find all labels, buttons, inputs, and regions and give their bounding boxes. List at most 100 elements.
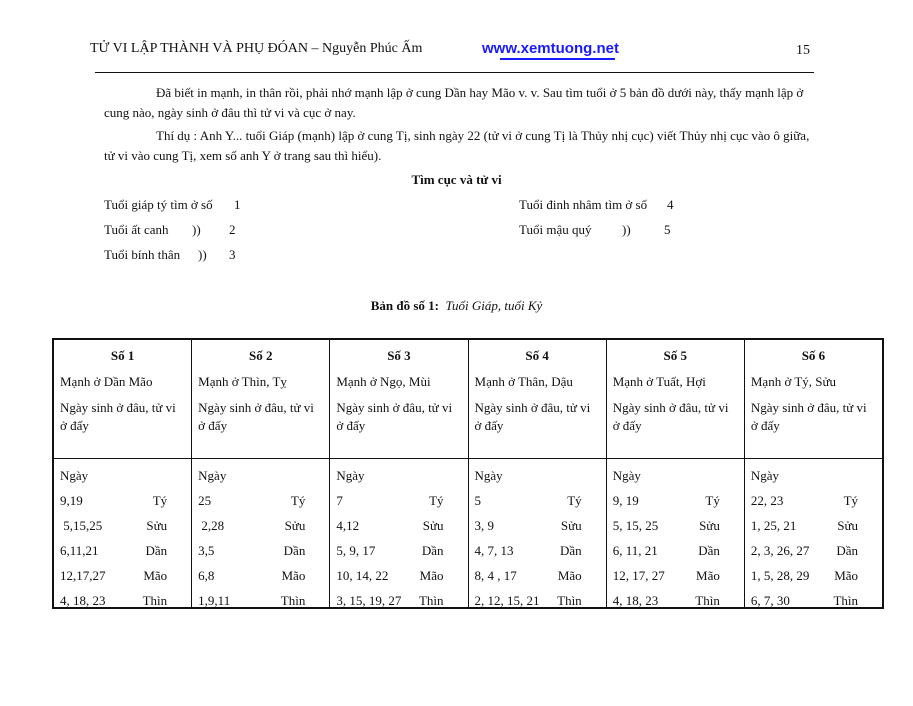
column-header: Số 3 Mạnh ở Ngọ, Mùi Ngày sinh ở đâu, tử v… — [330, 340, 468, 459]
tuoi-number: 2 — [229, 222, 236, 237]
day-values: 5, 15, 25 — [612, 518, 659, 533]
tuoi-label: Tuổi mậu quý — [519, 222, 592, 237]
day-values: 5 — [474, 493, 482, 508]
birth-note: Ngày sinh ở đâu, tử vi ở đấy — [612, 400, 729, 433]
map-title: Bản đồ số 1: Tuổi Giáp, tuổi Kỷ — [0, 298, 913, 314]
day-values: 4,12 — [336, 518, 360, 533]
day-values: 8, 4 , 17 — [474, 568, 517, 583]
branch-label: Tý — [152, 493, 168, 508]
birth-note: Ngày sinh ở đâu, tử vi ở đấy — [60, 400, 176, 433]
ditto-mark: )) — [622, 222, 631, 237]
branch-label: Tý — [429, 493, 444, 508]
branch-label: Sửu — [284, 518, 306, 533]
day-values: 2, 12, 15, 21 — [474, 593, 540, 608]
day-values: 1, 25, 21 — [750, 518, 797, 533]
column-header: Số 6 Mạnh ở Tý, Sửu Ngày sinh ở đâu, tử vi… — [744, 340, 883, 459]
branch-label: Tý — [705, 493, 720, 508]
column-title: Số 6 — [801, 348, 826, 363]
tuoi-number: 1 — [234, 197, 241, 212]
column-header: Số 2 Mạnh ở Thìn, Tỵ Ngày sinh ở đâu, tử v… — [192, 340, 330, 459]
day-values: 3, 15, 19, 27 — [336, 593, 402, 608]
branch-label: Mão — [281, 568, 306, 583]
menh-text: Mạnh ở Tý, Sửu — [750, 374, 837, 389]
tuoi-label: Tuổi ất canh — [104, 222, 169, 237]
ditto-mark: )) — [198, 247, 207, 262]
day-values: 7 — [336, 493, 343, 508]
column-title: Số 5 — [663, 348, 688, 363]
map-title-italic: Tuổi Giáp, tuổi Kỷ — [445, 298, 543, 313]
birth-note: Ngày sinh ở đâu, tử vi ở đấy — [750, 400, 867, 433]
day-values: 22, 23 — [750, 493, 784, 508]
paragraph: Thí dụ : Anh Y... tuổi Giáp (mạnh) lập ở… — [104, 126, 814, 166]
tuoi-number: 4 — [667, 197, 674, 212]
branch-label: Dần — [836, 543, 859, 558]
day-values: 4, 18, 23 — [60, 593, 106, 608]
ngay-label: Ngày — [612, 468, 641, 483]
table-column: Số 4 Mạnh ở Thân, Dậu Ngày sinh ở đâu, tử … — [468, 340, 607, 608]
day-values: 6, 7, 30 — [750, 593, 790, 608]
table-column: Số 6 Mạnh ở Tý, Sửu Ngày sinh ở đâu, tử vi… — [744, 340, 883, 608]
map-title-bold: Bản đồ số 1: — [370, 298, 439, 313]
ngay-label: Ngày — [474, 468, 503, 483]
column-title: Số 1 — [110, 348, 135, 363]
ngay-label: Ngày — [336, 468, 365, 483]
branch-label: Thìn — [557, 593, 582, 608]
branch-label: Mão — [834, 568, 859, 583]
day-values: 5, 9, 17 — [336, 543, 376, 558]
paragraph-text: Thí dụ : Anh Y... tuổi Giáp (mạnh) lập ở… — [104, 128, 810, 163]
branch-label: Thìn — [280, 593, 306, 608]
menh-text: Mạnh ở Ngọ, Mùi — [336, 374, 431, 389]
day-values: 5,15,25 — [60, 518, 103, 533]
website-link[interactable]: www.xemtuong.net — [482, 40, 619, 57]
branch-label: Dần — [560, 543, 582, 558]
branch-label: Sửu — [699, 518, 720, 533]
day-values: 3, 9 — [474, 518, 495, 533]
header-rule — [95, 72, 814, 73]
branch-label: Thìn — [418, 593, 444, 608]
paragraph: Đã biết in mạnh, in thân rồi, phải nhớ m… — [104, 83, 814, 123]
day-values: 9,19 — [60, 493, 83, 508]
table-column: Số 3 Mạnh ở Ngọ, Mùi Ngày sinh ở đâu, tử v… — [330, 340, 469, 608]
page-number: 15 — [796, 43, 810, 58]
day-values: 1, 5, 28, 29 — [750, 568, 810, 583]
table-column: Số 5 Mạnh ở Tuất, Hợi Ngày sinh ở đâu, tử … — [606, 340, 745, 608]
branch-label: Mão — [419, 568, 444, 583]
column-header: Số 5 Mạnh ở Tuất, Hợi Ngày sinh ở đâu, tử … — [606, 340, 744, 459]
ngay-label: Ngày — [198, 468, 227, 483]
branch-label: Mão — [143, 568, 168, 583]
section-title: Tìm cục và tử vi — [411, 172, 502, 187]
branch-label: Tý — [843, 493, 859, 508]
lookup-table: Số 1 Mạnh ở Dần Mão Ngày sinh ở đâu, tử vi… — [52, 338, 884, 609]
table-column: Số 1 Mạnh ở Dần Mão Ngày sinh ở đâu, tử vi… — [54, 340, 193, 608]
menh-text: Mạnh ở Tuất, Hợi — [612, 374, 706, 389]
table-column: Số 2 Mạnh ở Thìn, Tỵ Ngày sinh ở đâu, tử v… — [192, 340, 331, 608]
birth-note: Ngày sinh ở đâu, tử vi ở đấy — [474, 400, 591, 433]
day-values: 2,28 — [198, 518, 225, 533]
tuoi-number: 3 — [229, 247, 236, 262]
branch-label: Sửu — [422, 518, 444, 533]
branch-label: Tý — [290, 493, 306, 508]
tuoi-number: 5 — [664, 222, 671, 237]
ditto-mark: )) — [192, 222, 201, 237]
branch-label: Sửu — [146, 518, 168, 533]
branch-label: Dần — [698, 543, 720, 558]
branch-label: Tý — [567, 493, 582, 508]
column-title: Số 4 — [525, 348, 549, 363]
branch-label: Sửu — [837, 518, 859, 533]
menh-text: Mạnh ở Dần Mão — [60, 374, 153, 389]
column-header: Số 1 Mạnh ở Dần Mão Ngày sinh ở đâu, tử vi… — [54, 340, 192, 459]
day-values: 6,11,21 — [60, 543, 99, 558]
day-values: 12, 17, 27 — [612, 568, 665, 583]
ngay-label: Ngày — [60, 468, 89, 483]
tuoi-label: Tuổi giáp tý tìm ở số — [104, 197, 213, 212]
paragraph-text: Đã biết in mạnh, in thân rồi, phải nhớ m… — [104, 85, 804, 120]
day-values: 1,9,11 — [198, 593, 231, 608]
column-title: Số 3 — [387, 348, 411, 363]
branch-label: Mão — [557, 568, 582, 583]
column-header: Số 4 Mạnh ở Thân, Dậu Ngày sinh ở đâu, tử … — [468, 340, 606, 459]
branch-label: Thìn — [142, 593, 168, 608]
day-values: 2, 3, 26, 27 — [750, 543, 810, 558]
birth-note: Ngày sinh ở đâu, tử vi ở đấy — [336, 400, 453, 433]
branch-label: Dần — [145, 543, 168, 558]
